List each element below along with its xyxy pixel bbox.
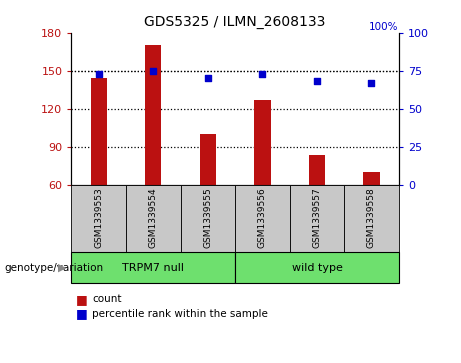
Text: wild type: wild type xyxy=(291,263,343,273)
Text: GSM1339557: GSM1339557 xyxy=(313,187,321,248)
Text: GSM1339554: GSM1339554 xyxy=(149,187,158,248)
Point xyxy=(368,80,375,86)
Bar xyxy=(363,172,380,185)
Text: TRPM7 null: TRPM7 null xyxy=(122,263,184,273)
Text: GSM1339555: GSM1339555 xyxy=(203,187,213,248)
Bar xyxy=(200,134,216,185)
Point xyxy=(259,71,266,77)
Text: genotype/variation: genotype/variation xyxy=(5,263,104,273)
Text: GSM1339556: GSM1339556 xyxy=(258,187,267,248)
Point xyxy=(313,78,321,84)
Bar xyxy=(145,45,161,185)
Bar xyxy=(309,155,325,185)
Bar xyxy=(254,100,271,185)
Text: ■: ■ xyxy=(76,307,88,321)
Text: 100%: 100% xyxy=(369,22,399,32)
Text: count: count xyxy=(92,294,122,305)
Point xyxy=(204,76,212,81)
Bar xyxy=(90,78,107,185)
Text: ▶: ▶ xyxy=(59,263,67,273)
Text: percentile rank within the sample: percentile rank within the sample xyxy=(92,309,268,319)
Point xyxy=(149,68,157,74)
Text: GSM1339558: GSM1339558 xyxy=(367,187,376,248)
Text: GSM1339553: GSM1339553 xyxy=(94,187,103,248)
Point xyxy=(95,71,102,77)
Text: ■: ■ xyxy=(76,293,88,306)
Title: GDS5325 / ILMN_2608133: GDS5325 / ILMN_2608133 xyxy=(144,15,326,29)
